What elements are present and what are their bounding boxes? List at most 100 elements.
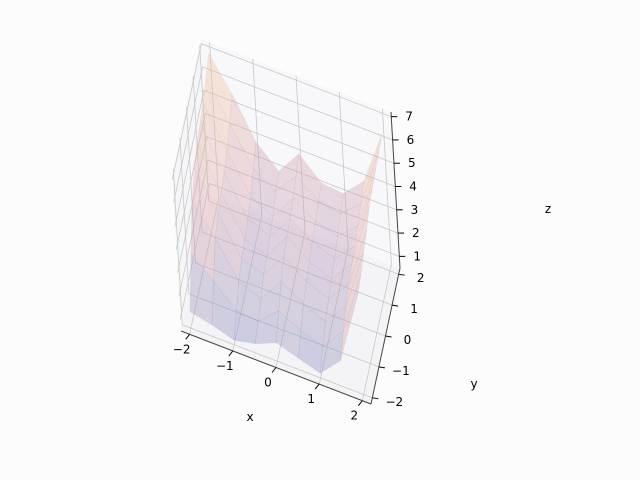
z-tick-label: 2 <box>412 226 420 240</box>
surface-patch <box>348 204 370 285</box>
surface-patch <box>190 200 216 283</box>
z-tick-label: 1 <box>413 249 421 263</box>
surface-patch <box>199 101 228 174</box>
x-tick-mark <box>185 334 191 340</box>
surface-patch <box>297 330 324 374</box>
surface-patch <box>202 77 230 152</box>
surface-patch <box>244 218 271 257</box>
y-tick-mark <box>385 335 392 338</box>
surface-patch <box>292 175 319 222</box>
gridline-x <box>275 75 306 368</box>
y-tick-mark <box>398 273 405 276</box>
z-tick-label: 3 <box>411 203 419 217</box>
surface-patch <box>339 180 365 215</box>
gridline-z <box>175 112 396 250</box>
z-tick-label: 6 <box>407 133 415 147</box>
surface-patch <box>226 122 254 197</box>
surface-patch <box>253 141 279 192</box>
surface-patch <box>306 260 332 300</box>
surface-patch <box>223 149 251 220</box>
surface-patch <box>319 330 344 374</box>
surface-patch <box>289 198 316 242</box>
surface-patch <box>194 141 222 214</box>
z-tick-label: 7 <box>405 110 413 124</box>
gridline-z <box>177 136 397 273</box>
x-tick-label: −2 <box>173 342 191 356</box>
gridline-z <box>174 89 395 227</box>
gridline-z <box>178 159 399 297</box>
surface-patch <box>254 310 279 344</box>
surface-patch <box>337 203 362 237</box>
surface-patch <box>340 274 362 361</box>
surface-patch <box>257 280 282 322</box>
z-tick-label: 4 <box>409 180 417 194</box>
z-axis-line <box>390 111 401 269</box>
y-tick-mark <box>372 397 379 400</box>
surface-patch <box>196 121 225 194</box>
x-tick-label: 1 <box>307 392 315 406</box>
surface-patch <box>189 253 214 326</box>
surface-patch <box>275 153 300 192</box>
x-tick-mark <box>357 400 363 406</box>
surface-patch <box>360 133 383 204</box>
surface-patch <box>312 220 338 260</box>
surface-patch <box>260 256 285 300</box>
surface-patch <box>233 310 259 344</box>
gridline-x <box>318 92 349 385</box>
surface-patch <box>220 172 249 240</box>
surface-patch <box>278 280 304 332</box>
surface-patch <box>357 151 380 227</box>
surface-plot <box>189 52 383 374</box>
y-tick-label: −1 <box>392 364 410 378</box>
surface-patch <box>247 195 274 237</box>
surface-patch <box>328 263 353 300</box>
x-tick-mark <box>228 350 234 357</box>
z-axis-label: z <box>545 202 551 216</box>
x-tick-mark <box>314 383 320 390</box>
y-tick-label: −2 <box>385 395 403 409</box>
surface-patch <box>322 305 347 347</box>
surface-patch <box>334 225 359 260</box>
x-tick-label: 0 <box>264 376 272 390</box>
y-tick-label: 1 <box>410 302 418 316</box>
gridline-z <box>179 182 400 320</box>
y-tick-mark <box>392 304 399 307</box>
surface-patch <box>286 218 313 262</box>
surface-patch <box>211 280 237 341</box>
y-tick-mark <box>378 366 385 369</box>
tick-marks <box>185 116 406 406</box>
gridline-x <box>189 42 220 335</box>
gridline-x <box>362 108 392 401</box>
surface-patch <box>283 236 310 282</box>
surface-patch <box>250 168 276 217</box>
y-tick-label: 2 <box>417 271 425 285</box>
surface-patch <box>280 256 307 305</box>
gridline-z <box>171 43 392 180</box>
surface-patch <box>345 229 367 307</box>
surface-patch <box>269 198 294 237</box>
surface-patch <box>214 212 242 282</box>
surface-patch <box>217 192 246 260</box>
surface-patch <box>238 258 264 300</box>
surface-patch <box>354 169 377 247</box>
surface-patch <box>191 166 219 239</box>
surface-patch <box>272 175 297 217</box>
x-axis-label: x <box>246 410 253 424</box>
x-tick-label: −1 <box>216 359 234 373</box>
surface-patch <box>295 153 322 202</box>
gridlines <box>171 42 400 401</box>
y-tick-label: 0 <box>404 333 412 347</box>
z-tick-label: 5 <box>408 156 416 170</box>
x-tick-mark <box>271 367 277 373</box>
gridline-z <box>173 66 393 203</box>
surface-patch <box>351 186 373 264</box>
surface-patch <box>241 238 268 275</box>
x-tick-label: 2 <box>351 409 359 423</box>
surface-patch <box>205 52 233 125</box>
surface-patch <box>315 200 341 237</box>
surface-patch <box>342 251 365 332</box>
surface-patch <box>300 303 326 347</box>
surface-patch <box>325 283 350 322</box>
surface-patch <box>229 93 257 170</box>
